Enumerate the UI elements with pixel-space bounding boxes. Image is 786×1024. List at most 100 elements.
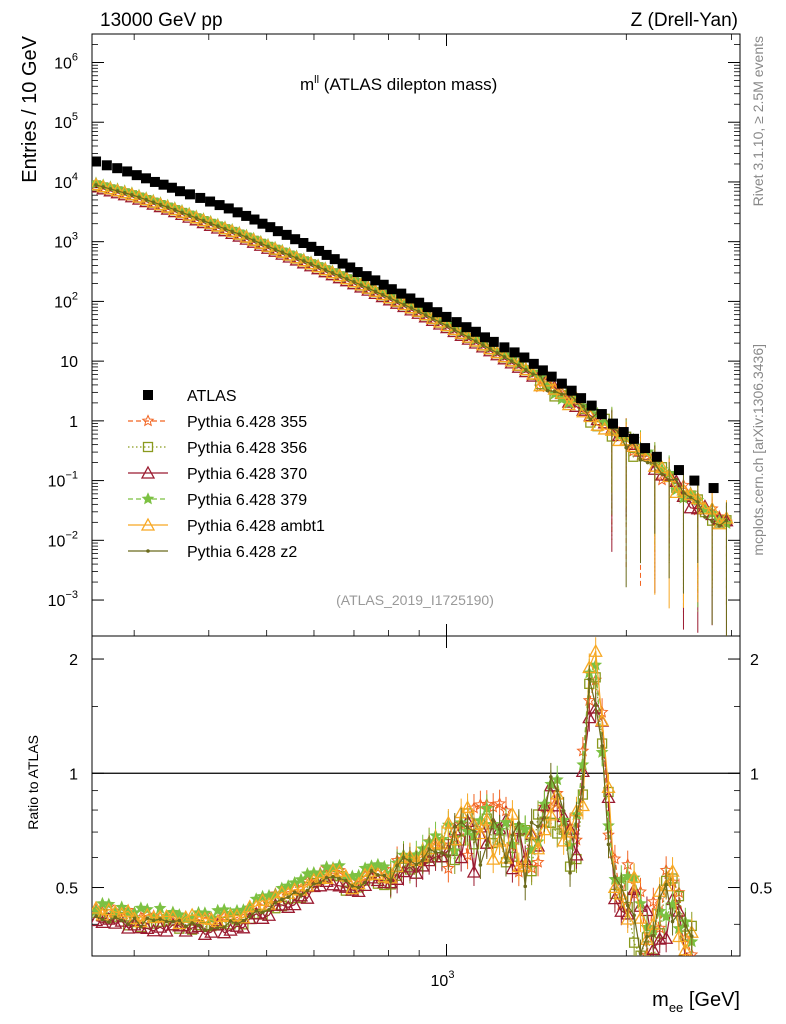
ratio-point bbox=[602, 818, 615, 832]
ratio-point bbox=[510, 833, 515, 837]
main-tick-label-exp: 3 bbox=[72, 231, 78, 243]
main-tick-label-base: 10 bbox=[60, 354, 78, 371]
atlas-data-point bbox=[546, 371, 557, 382]
ratio-point bbox=[153, 919, 168, 933]
ratio-point bbox=[499, 815, 513, 828]
ratio-point bbox=[562, 824, 578, 838]
ratio-point bbox=[625, 903, 630, 908]
legend-marker bbox=[143, 390, 153, 400]
ratio-point bbox=[433, 850, 438, 854]
main-tick-label: 10 bbox=[60, 354, 78, 371]
ratio-point bbox=[518, 858, 533, 872]
ratio-point bbox=[113, 915, 118, 920]
ratio-point bbox=[576, 757, 590, 771]
atlas-data-point bbox=[306, 241, 317, 252]
mc-point bbox=[416, 309, 421, 314]
ratio-point bbox=[587, 677, 592, 682]
atlas-data-point bbox=[337, 258, 348, 269]
atlas-data-point bbox=[265, 222, 276, 233]
ratio-point bbox=[568, 871, 572, 875]
ratio-point bbox=[619, 885, 624, 889]
atlas-data-point bbox=[158, 179, 169, 190]
ratio-point bbox=[446, 854, 451, 858]
mc-point bbox=[445, 323, 449, 328]
mc-point bbox=[653, 461, 657, 466]
ratio-tick-label-right: 0.5 bbox=[750, 881, 772, 898]
ratio-point bbox=[217, 925, 232, 939]
ratio-point bbox=[344, 878, 348, 883]
ratio-point bbox=[473, 826, 488, 840]
legend-label: Pythia 6.428 355 bbox=[187, 414, 307, 431]
ratio-point bbox=[261, 907, 277, 921]
ratio-point bbox=[536, 824, 540, 829]
x-tick-label: 103 bbox=[431, 969, 455, 990]
ratio-point bbox=[363, 880, 367, 885]
atlas-data-point bbox=[112, 163, 123, 174]
ratio-point bbox=[132, 916, 137, 921]
mc-point bbox=[697, 501, 713, 515]
ratio-point bbox=[120, 903, 136, 917]
legend-entry: ATLAS bbox=[143, 388, 237, 405]
ratio-point bbox=[236, 920, 251, 934]
ratio-point bbox=[331, 875, 335, 879]
ratio-point bbox=[607, 891, 622, 905]
atlas-data-point bbox=[92, 156, 102, 167]
side-mcplots-label: mcplots.cern.ch [arXiv:1306.3436] bbox=[750, 344, 766, 556]
atlas-data-point bbox=[519, 352, 530, 363]
atlas-data-point bbox=[298, 238, 309, 249]
ratio-point bbox=[395, 863, 399, 868]
ratio-point bbox=[191, 909, 206, 923]
mc-point bbox=[724, 518, 729, 523]
ratio-point bbox=[614, 903, 629, 917]
ratio-point bbox=[337, 876, 342, 881]
legend-entry: Pythia 6.428 370 bbox=[128, 465, 307, 483]
mc-point bbox=[703, 515, 707, 519]
mc-point bbox=[173, 207, 177, 212]
ratio-point bbox=[229, 908, 245, 922]
mc-point bbox=[352, 279, 356, 284]
ratio-point bbox=[215, 926, 220, 930]
ratio-point bbox=[119, 918, 124, 923]
ratio-point bbox=[537, 822, 552, 836]
ratio-point bbox=[440, 851, 444, 855]
atlas-data-point bbox=[131, 170, 142, 181]
ratio-point bbox=[664, 882, 668, 887]
ratio-point bbox=[222, 925, 226, 929]
atlas-data-point bbox=[479, 332, 490, 343]
ratio-point bbox=[427, 847, 431, 851]
atlas-data-point bbox=[414, 297, 425, 308]
ratio-point bbox=[460, 800, 475, 814]
mc-point bbox=[151, 200, 156, 204]
ratio-point bbox=[671, 929, 687, 943]
mc-point bbox=[287, 253, 292, 257]
ratio-point bbox=[552, 828, 563, 839]
legend: ATLAS Pythia 6.428 355 Pythia 6.428 356 Pyt… bbox=[128, 388, 325, 561]
ratio-tick-label: 1 bbox=[69, 766, 78, 783]
legend-label: ATLAS bbox=[187, 388, 237, 405]
legend-marker bbox=[142, 441, 154, 453]
ratio-point bbox=[441, 861, 455, 874]
atlas-data-point bbox=[205, 196, 216, 207]
ratio-point bbox=[531, 855, 545, 868]
legend-entry: Pythia 6.428 379 bbox=[128, 492, 307, 509]
ratio-point bbox=[582, 710, 597, 724]
mc-point bbox=[387, 296, 392, 300]
mc-point bbox=[244, 235, 249, 240]
atlas-data-point bbox=[140, 173, 151, 184]
ratio-line bbox=[95, 679, 693, 956]
ratio-point bbox=[318, 880, 323, 885]
ratio-point bbox=[659, 930, 674, 944]
x-axis-label-sub: ee bbox=[669, 1000, 683, 1015]
atlas-data-point bbox=[405, 293, 416, 304]
mc-point bbox=[654, 467, 670, 481]
ratio-point bbox=[376, 873, 380, 877]
atlas-data-point bbox=[596, 409, 607, 420]
ratio-point bbox=[101, 911, 116, 925]
atlas-data-point bbox=[689, 475, 700, 486]
ratio-point bbox=[606, 842, 611, 847]
atlas-data-point bbox=[352, 267, 363, 278]
ratio-point bbox=[670, 919, 675, 924]
ratio-point bbox=[689, 934, 694, 939]
main-tick-label-base: 1 bbox=[69, 414, 78, 431]
mc-point bbox=[588, 417, 593, 422]
